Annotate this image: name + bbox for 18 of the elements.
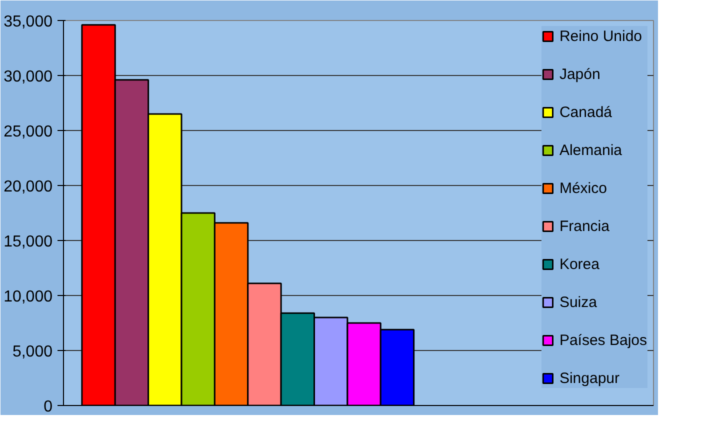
- legend-label: Alemania: [559, 140, 622, 160]
- y-tick-label: 15,000: [4, 234, 53, 250]
- legend-label: Singapur: [559, 368, 620, 388]
- legend-label: Korea: [559, 254, 600, 274]
- legend-label: Francia: [559, 216, 610, 236]
- y-tick-label: 25,000: [4, 124, 53, 140]
- legend-label: Canadá: [559, 102, 612, 122]
- y-tick-label: 0: [44, 398, 53, 416]
- y-tick-label: 35,000: [4, 14, 53, 30]
- y-tick-label: 30,000: [4, 68, 53, 86]
- legend-label: Suiza: [559, 292, 597, 312]
- legend-label: Japón: [559, 64, 600, 84]
- legend-label: Reino Unido: [559, 26, 642, 46]
- y-tick-label: 5,000: [12, 344, 53, 360]
- legend-label: México: [559, 178, 607, 198]
- legend-label: Países Bajos: [559, 330, 647, 350]
- y-tick-label: 10,000: [4, 288, 53, 306]
- y-tick-label: 20,000: [4, 178, 53, 196]
